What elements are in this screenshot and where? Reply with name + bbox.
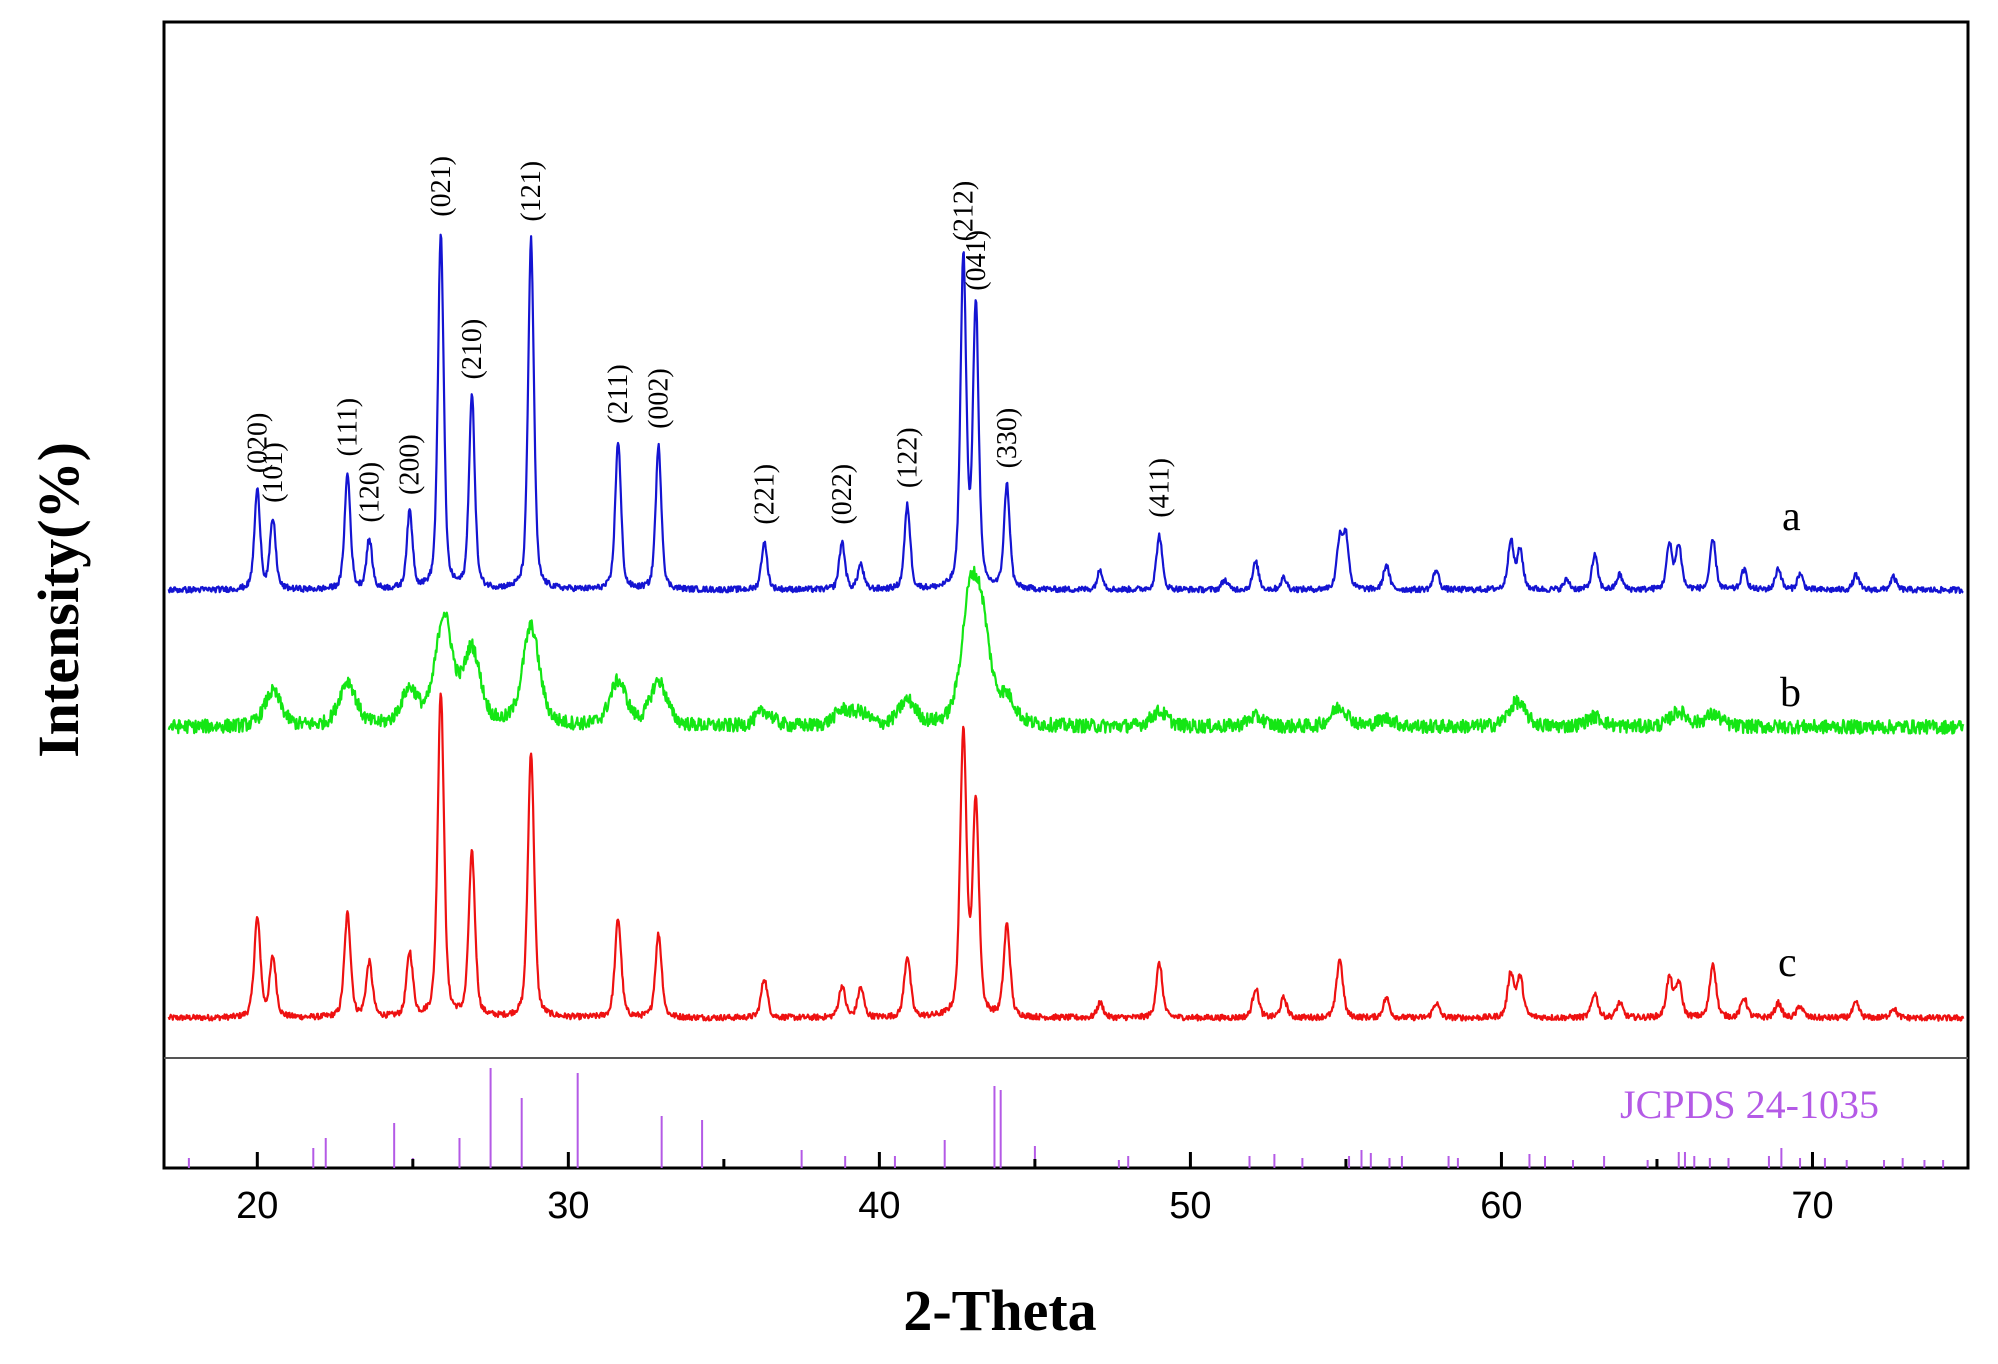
hkl-label: (021) xyxy=(426,156,457,217)
hkl-label: (020) xyxy=(242,413,273,474)
hkl-label: (210) xyxy=(457,319,488,380)
reference-lines xyxy=(187,1068,1945,1168)
hkl-label: (221) xyxy=(749,464,780,525)
x-tick-label-30: 30 xyxy=(547,1185,589,1227)
miller-index-labels: (020)(101) (111) (120) (200) (021) (210) (121)… xyxy=(242,156,1175,525)
hkl-label: (212) xyxy=(948,181,979,242)
x-tick-label-50: 50 xyxy=(1169,1185,1211,1227)
x-tick-label-40: 40 xyxy=(858,1185,900,1227)
series-label-a: a xyxy=(1782,494,1801,540)
x-tick-label-70: 70 xyxy=(1791,1185,1833,1227)
hkl-label: (121) xyxy=(516,161,547,222)
series-label-c: c xyxy=(1778,940,1797,986)
reference-label: JCPDS 24-1035 xyxy=(1620,1082,1879,1127)
x-tick-label-60: 60 xyxy=(1480,1185,1522,1227)
hkl-label: (002) xyxy=(644,368,675,429)
x-axis-tick-labels: 20 30 40 50 60 70 xyxy=(236,1185,1833,1227)
xrd-traces xyxy=(167,233,1965,1022)
hkl-label: (411) xyxy=(1144,458,1175,518)
hkl-label: (330) xyxy=(992,408,1023,469)
hkl-label: (211) xyxy=(603,364,634,424)
hkl-label: (101) xyxy=(258,442,289,503)
y-axis-title: Intensity(%) xyxy=(26,442,91,758)
hkl-label: (120) xyxy=(354,462,385,523)
plot-frame xyxy=(162,20,1970,1170)
hkl-label: (022) xyxy=(827,464,858,525)
hkl-label: (122) xyxy=(892,427,923,488)
series-label-b: b xyxy=(1780,670,1801,716)
x-tick-label-20: 20 xyxy=(236,1185,278,1227)
hkl-label: (111) xyxy=(333,398,364,457)
hkl-label: (200) xyxy=(395,434,426,495)
x-axis-title: 2-Theta xyxy=(903,1278,1096,1343)
x-axis-ticks xyxy=(255,1152,1970,1168)
series-a-line xyxy=(167,233,1964,595)
hkl-label: (041) xyxy=(961,230,992,291)
series-b-line xyxy=(167,565,1965,735)
series-c-line xyxy=(167,692,1965,1022)
